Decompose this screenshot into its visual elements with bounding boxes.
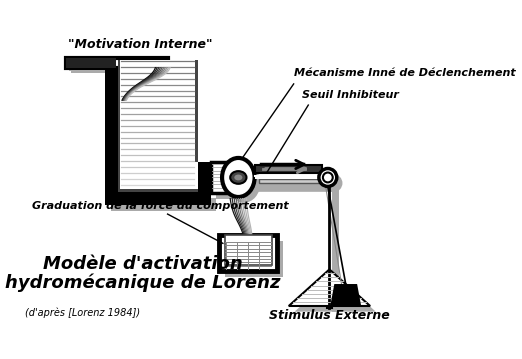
Bar (118, 60, 198, 192)
Text: Modèle d'activation: Modèle d'activation (43, 256, 243, 274)
Bar (69, 62, 171, 71)
Text: Seuil Inhibiteur: Seuil Inhibiteur (302, 90, 399, 100)
Bar (66, 58, 168, 67)
Text: "Motivation Interne": "Motivation Interne" (67, 38, 212, 51)
Bar (219, 235, 277, 271)
Bar (255, 165, 322, 173)
Circle shape (319, 168, 337, 186)
Bar (66, 58, 116, 67)
Bar (224, 235, 271, 265)
Bar (105, 192, 211, 205)
Text: (d'après [Lorenz 1984]): (d'après [Lorenz 1984]) (25, 308, 140, 318)
Circle shape (325, 174, 342, 192)
Ellipse shape (228, 164, 260, 203)
Text: Mécanisme Inné de Déclenchement: Mécanisme Inné de Déclenchement (294, 68, 515, 78)
Text: Stimulus Externe: Stimulus Externe (269, 309, 390, 322)
Bar (67, 60, 169, 69)
Bar (118, 189, 198, 192)
Bar (255, 176, 322, 179)
Bar (111, 65, 124, 211)
Text: Graduation de la force du comportement: Graduation de la force du comportement (32, 201, 289, 211)
Text: hydromécanique de Lorenz: hydromécanique de Lorenz (5, 274, 281, 292)
Circle shape (323, 173, 333, 182)
Bar (198, 162, 211, 205)
Bar (217, 168, 242, 199)
Bar (259, 179, 322, 183)
Ellipse shape (230, 171, 246, 184)
Ellipse shape (234, 174, 242, 180)
Polygon shape (294, 275, 376, 312)
Polygon shape (289, 269, 370, 306)
Bar (111, 198, 204, 211)
Bar (71, 64, 172, 73)
Bar (224, 241, 283, 277)
Bar (195, 60, 198, 162)
Bar (105, 60, 118, 205)
Bar (118, 60, 121, 192)
Bar (211, 162, 236, 193)
Bar (204, 198, 217, 211)
Polygon shape (330, 284, 361, 306)
Ellipse shape (222, 158, 255, 197)
